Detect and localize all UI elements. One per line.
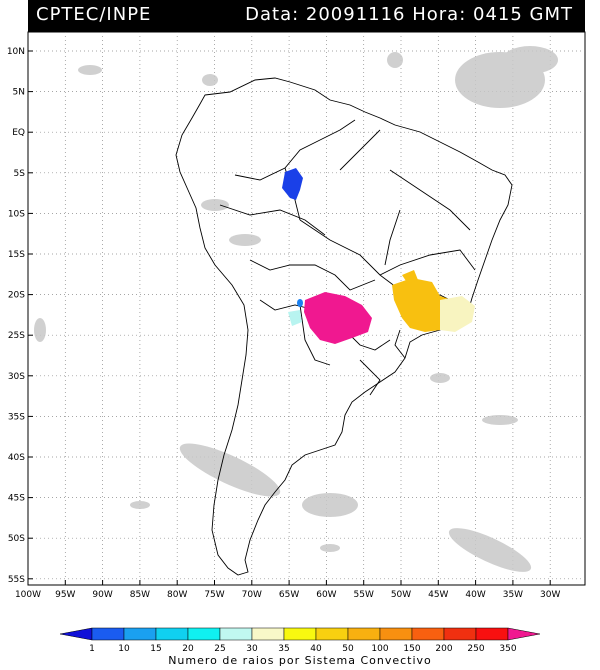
colorbar-label: 350: [499, 644, 516, 654]
lat-tick-label: 15S: [8, 250, 25, 260]
lat-tick-label: 40S: [8, 453, 25, 463]
colorbar-label: 150: [403, 644, 420, 654]
latitude-labels: 10N 5N EQ 5S 10S 15S 20S 25S 30S 35S 40S 45S 50S 55S: [7, 47, 25, 585]
colorbar-label: 10: [118, 644, 130, 654]
colorbar-label: 50: [342, 644, 354, 654]
colorbar: 1 10 15 20 25 30 35 40 50 100 150 200 250 350: [59, 627, 541, 654]
colorbar-segment: [475, 627, 509, 641]
longitude-labels: 100W 95W 90W 85W 80W 75W 70W 65W 60W 55W 50W 45W 40W…: [15, 590, 561, 600]
colorbar-segment: [379, 627, 413, 641]
lon-tick-label: 85W: [130, 590, 150, 600]
lat-tick-label: 25S: [8, 331, 25, 341]
lat-tick-label: EQ: [12, 128, 25, 138]
colorbar-segment: [443, 627, 477, 641]
colorbar-label: 25: [214, 644, 225, 654]
colorbar-segment: [59, 627, 93, 641]
lon-tick-label: 50W: [391, 590, 411, 600]
colorbar-label: 40: [310, 644, 322, 654]
lat-tick-label: 30S: [8, 372, 25, 382]
lat-tick-label: 10S: [8, 209, 25, 219]
colorbar-segment: [507, 627, 541, 641]
lightning-cluster-southeast-brazil: [392, 270, 475, 332]
lat-tick-label: 45S: [8, 494, 25, 504]
lon-tick-label: 100W: [15, 590, 41, 600]
lon-tick-label: 95W: [55, 590, 75, 600]
colorbar-label: 30: [246, 644, 258, 654]
colorbar-label: 200: [435, 644, 452, 654]
lat-tick-label: 50S: [8, 534, 25, 544]
lat-tick-label: 20S: [8, 291, 25, 301]
lon-tick-label: 80W: [167, 590, 187, 600]
colorbar-label: 15: [150, 644, 161, 654]
lon-tick-label: 30W: [540, 590, 560, 600]
cloud-cover: [34, 46, 558, 572]
lat-tick-label: 5S: [14, 169, 26, 179]
colorbar-segment: [155, 627, 189, 641]
colorbar-segment: [219, 627, 253, 641]
lat-tick-label: 55S: [8, 575, 25, 585]
colorbar-label: 250: [467, 644, 484, 654]
continent-outline: [175, 77, 513, 576]
map-header: CPTEC/INPE Data: 20091116 Hora: 0415 GMT: [28, 0, 585, 32]
lon-tick-label: 35W: [503, 590, 523, 600]
colorbar-label: 20: [182, 644, 194, 654]
lat-tick-label: 35S: [8, 412, 25, 422]
colorbar-segment: [283, 627, 317, 641]
colorbar-segment: [91, 627, 125, 641]
lon-tick-label: 60W: [316, 590, 336, 600]
lightning-cluster-paraguay: [288, 292, 372, 344]
colorbar-segment: [347, 627, 381, 641]
lon-tick-label: 45W: [428, 590, 448, 600]
colorbar-segment: [315, 627, 349, 641]
colorbar-caption: Numero de raios por Sistema Convectivo: [168, 654, 432, 667]
lon-tick-label: 65W: [279, 590, 299, 600]
colorbar-segment: [123, 627, 157, 641]
colorbar-segment: [187, 627, 221, 641]
colorbar-label: 100: [371, 644, 388, 654]
header-source: CPTEC/INPE: [36, 4, 152, 25]
lon-tick-label: 40W: [465, 590, 485, 600]
header-datetime: Data: 20091116 Hora: 0415 GMT: [245, 4, 573, 25]
colorbar-label: 1: [89, 644, 95, 654]
lon-tick-label: 90W: [92, 590, 112, 600]
colorbar-segment: [251, 627, 285, 641]
colorbar-segment: [411, 627, 445, 641]
colorbar-label: 35: [278, 644, 289, 654]
lat-tick-label: 5N: [13, 88, 25, 98]
lon-tick-label: 70W: [242, 590, 262, 600]
lightning-cluster-amazon: [282, 168, 303, 200]
lat-tick-label: 10N: [7, 47, 25, 57]
lon-tick-label: 75W: [204, 590, 224, 600]
lon-tick-label: 55W: [354, 590, 374, 600]
